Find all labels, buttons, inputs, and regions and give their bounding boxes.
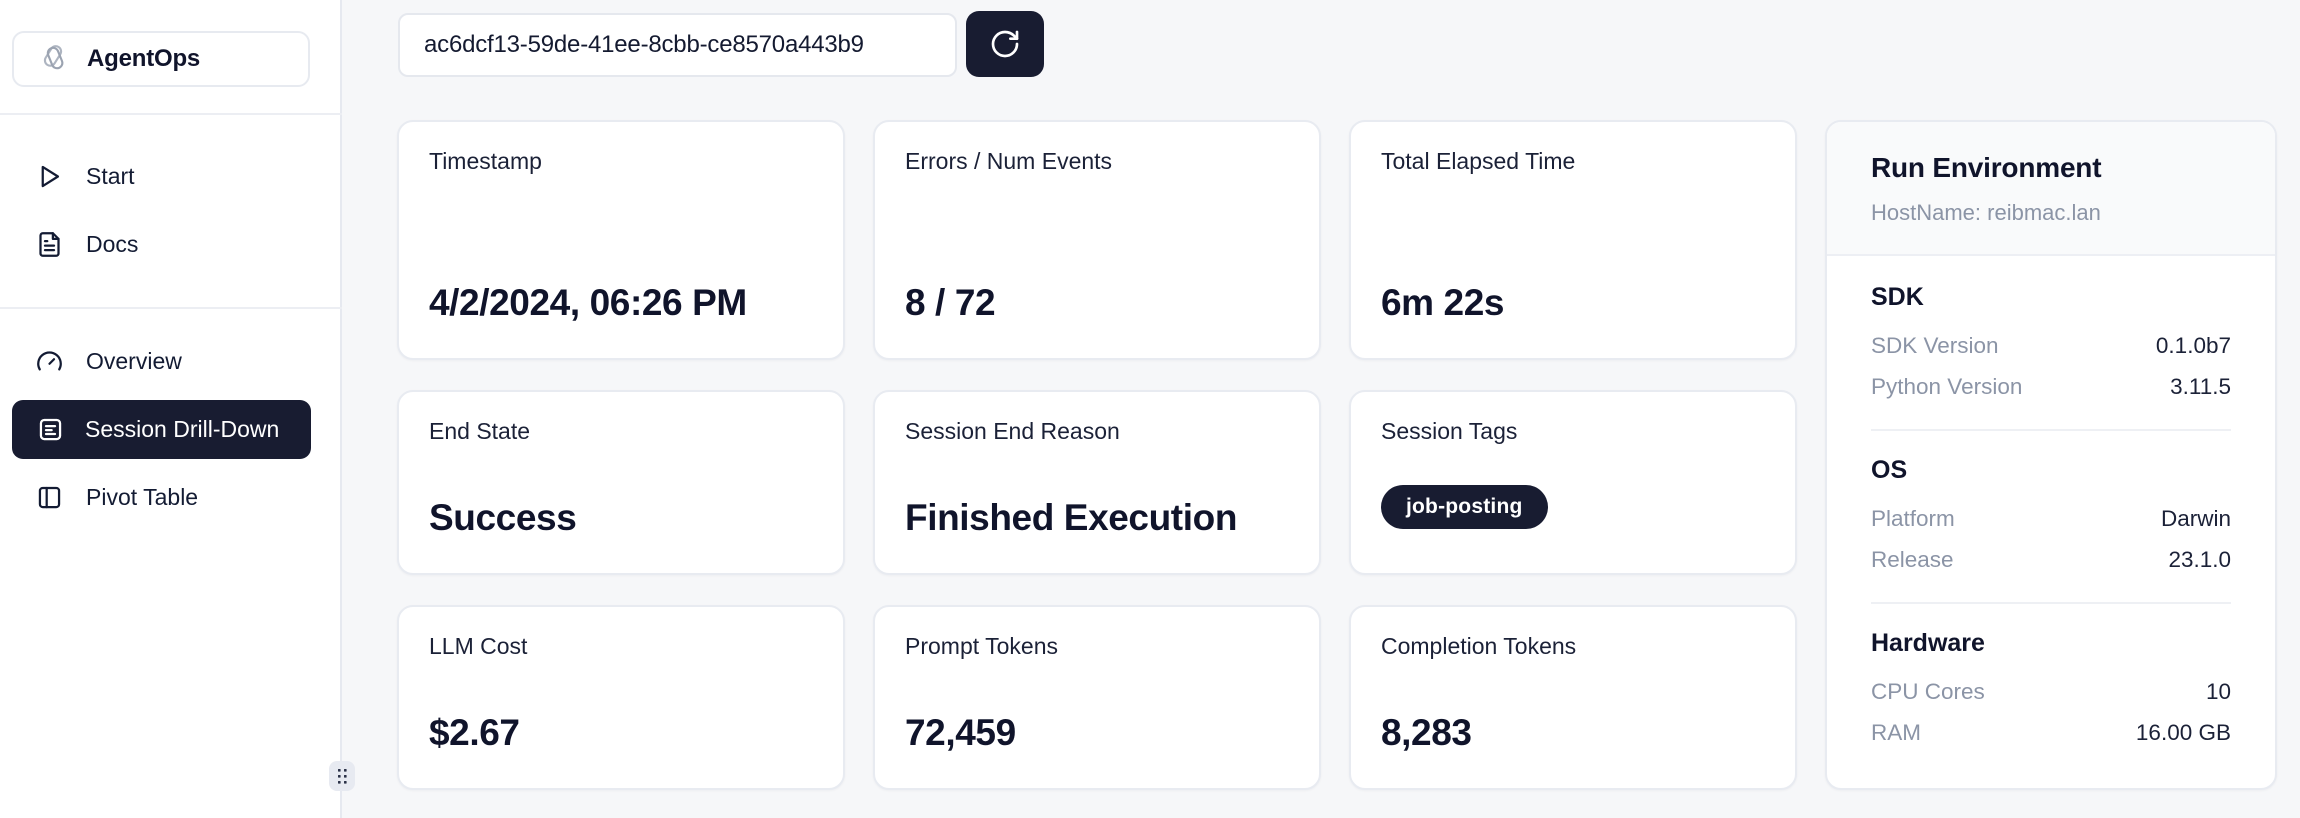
stat-card-label: Errors / Num Events: [905, 148, 1113, 174]
env-row-label: Python Version: [1871, 373, 2023, 399]
stat-card-label: Timestamp: [429, 148, 542, 174]
card-completion-tokens: Completion Tokens 8,283: [1349, 605, 1797, 790]
env-section-os: OS Platform Darwin Release 23.1.0: [1871, 428, 2231, 602]
section-heading: Hardware: [1871, 628, 1985, 657]
env-row: SDK Version 0.1.0b7: [1871, 326, 2231, 367]
logo-text: AgentOps: [87, 45, 201, 72]
stat-card-value: $2.67: [429, 712, 520, 754]
run-environment-panel: Run Environment HostName: reibmac.lan SD…: [1825, 120, 2277, 790]
document-icon: [39, 231, 60, 257]
sidebar-item-label: Overview: [86, 347, 182, 374]
session-id-input[interactable]: [398, 13, 957, 77]
env-row: Python Version 3.11.5: [1871, 367, 2231, 408]
stat-card-value: Success: [429, 497, 577, 539]
session-list-icon: [39, 418, 62, 441]
env-row-label: CPU Cores: [1871, 678, 1985, 704]
refresh-icon: [991, 30, 1019, 58]
env-section-hardware: Hardware CPU Cores 10 RAM 16.00 GB: [1871, 601, 2231, 775]
panel-title: Run Environment: [1871, 152, 2102, 183]
run-environment-body: SDK SDK Version 0.1.0b7 Python Version 3…: [1827, 256, 2275, 775]
stat-card-label: LLM Cost: [429, 633, 528, 659]
gauge-icon: [37, 350, 62, 370]
sidebar-item-start[interactable]: Start: [0, 147, 340, 205]
sidebar-item-label: Docs: [86, 230, 139, 257]
env-section-sdk: SDK SDK Version 0.1.0b7 Python Version 3…: [1871, 258, 2231, 429]
sidebar-item-overview[interactable]: Overview: [0, 332, 340, 390]
section-heading: SDK: [1871, 283, 1924, 311]
stats-grid: Timestamp 4/2/2024, 06:26 PM Errors / Nu…: [397, 120, 1797, 790]
stat-card-label: End State: [429, 418, 531, 444]
env-row-label: Release: [1871, 546, 1954, 572]
card-session-tags: Session Tags job-posting: [1349, 390, 1797, 575]
sidebar: AgentOps Start Docs Overview Session Dri…: [0, 0, 355, 818]
stat-card-label: Session Tags: [1381, 418, 1518, 444]
run-environment-header: Run Environment HostName: reibmac.lan: [1827, 122, 2275, 256]
card-end-state: End State Success: [397, 390, 845, 575]
env-row: CPU Cores 10: [1871, 672, 2231, 713]
stat-card-label: Session End Reason: [905, 418, 1120, 444]
sidebar-divider: [0, 307, 342, 309]
main-content: Timestamp 4/2/2024, 06:26 PM Errors / Nu…: [342, 0, 2300, 818]
sidebar-item-session-drill-down[interactable]: Session Drill-Down: [12, 400, 311, 459]
stat-card-label: Completion Tokens: [1381, 633, 1577, 659]
play-icon: [41, 165, 60, 187]
sidebar-resize-handle[interactable]: [329, 761, 355, 791]
logo[interactable]: AgentOps: [12, 31, 310, 87]
sidebar-item-label: Session Drill-Down: [85, 416, 280, 442]
env-row-label: Platform: [1871, 505, 1955, 531]
card-total-elapsed-time: Total Elapsed Time 6m 22s: [1349, 120, 1797, 360]
pivot-panel-icon: [38, 486, 61, 508]
stat-card-value: 6m 22s: [1381, 282, 1505, 324]
stat-card-value: Finished Execution: [905, 497, 1238, 539]
env-row-value: 23.1.0: [2168, 546, 2231, 572]
card-prompt-tokens: Prompt Tokens 72,459: [873, 605, 1321, 790]
sidebar-item-docs[interactable]: Docs: [0, 215, 340, 273]
stat-card-label: Total Elapsed Time: [1381, 148, 1576, 174]
paperclips-logo-icon: [34, 38, 72, 81]
env-row-value: 10: [2205, 678, 2231, 704]
card-llm-cost: LLM Cost $2.67: [397, 605, 845, 790]
refresh-button[interactable]: [966, 11, 1044, 77]
session-tag-badge: job-posting: [1381, 485, 1548, 529]
stat-card-value: 8 / 72: [905, 282, 996, 324]
env-row: Platform Darwin: [1871, 499, 2231, 540]
env-row-value: 0.1.0b7: [2155, 333, 2231, 358]
sidebar-item-label: Start: [86, 162, 135, 189]
sidebar-divider: [0, 113, 342, 115]
env-row-value: 3.11.5: [2170, 373, 2231, 399]
grip-dots-icon: [337, 768, 347, 784]
section-heading: OS: [1871, 455, 1908, 484]
hostname-text: HostName: reibmac.lan: [1871, 200, 2101, 225]
env-row-label: RAM: [1871, 719, 1921, 745]
stat-card-value: 8,283: [1381, 712, 1472, 754]
card-timestamp: Timestamp 4/2/2024, 06:26 PM: [397, 120, 845, 360]
stat-card-value: 72,459: [905, 712, 1016, 754]
stat-card-value: 4/2/2024, 06:26 PM: [429, 282, 747, 324]
env-row: Release 23.1.0: [1871, 540, 2231, 581]
card-errors-num-events: Errors / Num Events 8 / 72: [873, 120, 1321, 360]
stat-card-label: Prompt Tokens: [905, 633, 1058, 659]
env-row-value: 16.00 GB: [2135, 719, 2231, 745]
card-session-end-reason: Session End Reason Finished Execution: [873, 390, 1321, 575]
env-row: RAM 16.00 GB: [1871, 713, 2231, 754]
sidebar-item-label: Pivot Table: [86, 483, 199, 510]
env-row-value: Darwin: [2160, 505, 2231, 531]
env-row-label: SDK Version: [1871, 333, 1999, 358]
sidebar-item-pivot-table[interactable]: Pivot Table: [0, 468, 340, 526]
